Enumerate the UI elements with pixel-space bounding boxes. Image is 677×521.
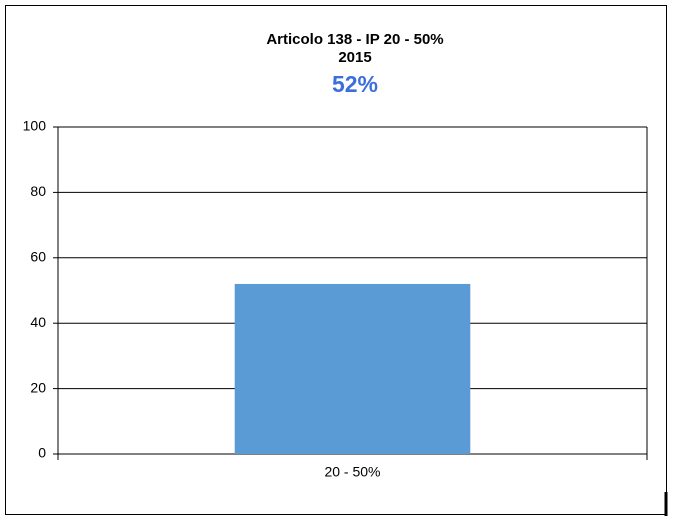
y-tick-label: 100 bbox=[23, 118, 47, 134]
y-tick-label: 60 bbox=[30, 249, 46, 265]
value-label: 52% bbox=[332, 71, 378, 97]
y-tick-label: 40 bbox=[30, 314, 46, 330]
chart-subtitle: 2015 bbox=[338, 49, 371, 66]
chart-title: Articolo 138 - IP 20 - 50% bbox=[266, 31, 443, 48]
y-tick-label: 20 bbox=[30, 379, 46, 395]
y-tick-label: 80 bbox=[30, 183, 46, 199]
x-tick-label: 20 - 50% bbox=[324, 464, 380, 480]
y-tick-label: 0 bbox=[38, 445, 46, 461]
bar bbox=[234, 283, 471, 454]
